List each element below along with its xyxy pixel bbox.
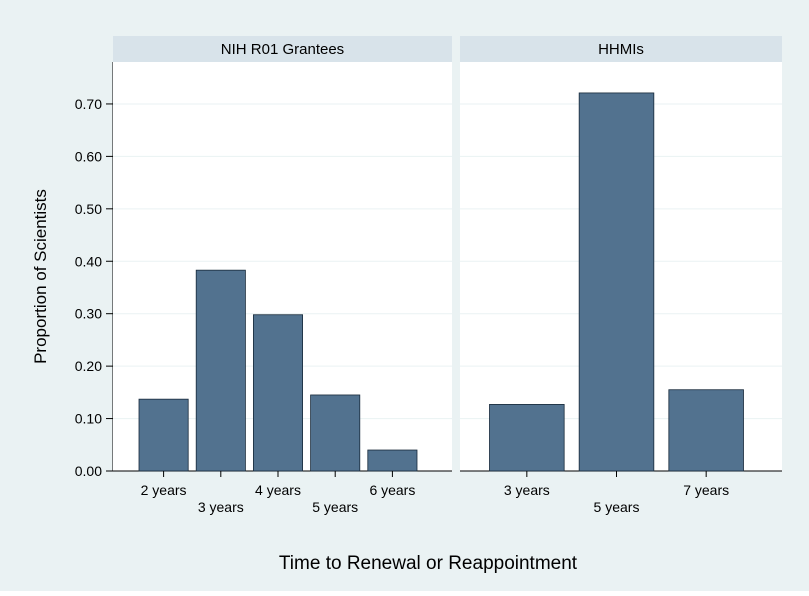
x-tick-label: 5 years [594,499,640,515]
bar [252,314,303,472]
y-tick-label: 0.20 [75,358,102,374]
panel-header [113,36,452,62]
y-tick-label: 0.40 [75,253,102,269]
bar [578,92,655,472]
chart-panels: NIH R01 Grantees 2 years 3 years 4 years 5 y… [113,36,782,515]
y-tick-label: 0.00 [75,463,102,479]
x-tick-label: 4 years [255,482,301,498]
chart-panel: NIH R01 Grantees 2 years 3 years 4 years 5 y… [113,36,452,515]
y-axis-label: Proportion of Scientists [31,189,50,364]
x-tick-label: 3 years [198,499,244,515]
bar [310,394,361,472]
bar [668,389,744,472]
y-tick-label: 0.60 [75,148,102,164]
bar [489,404,565,472]
y-tick-label: 0.70 [75,96,102,112]
x-tick-label: 3 years [504,482,550,498]
x-tick-label: 6 years [369,482,415,498]
chart-panel: HHMIs 3 years 5 years 7 years [460,36,782,515]
x-tick-label: 2 years [141,482,187,498]
y-tick-label: 0.50 [75,201,102,217]
y-tick-label: 0.30 [75,306,102,322]
panel-title: NIH R01 Grantees [221,41,344,58]
x-tick-label: 5 years [312,499,358,515]
bar [195,269,246,472]
panel-header [460,36,782,62]
y-axis: 0.00 0.10 0.20 0.30 0.40 0.50 0.60 0.70 [75,62,114,479]
y-tick-label: 0.10 [75,411,102,427]
x-axis-label: Time to Renewal or Reappointment [279,553,578,574]
panel-title: HHMIs [598,41,644,58]
x-tick-label: 7 years [683,482,729,498]
bar [138,398,189,472]
bar [367,449,418,472]
